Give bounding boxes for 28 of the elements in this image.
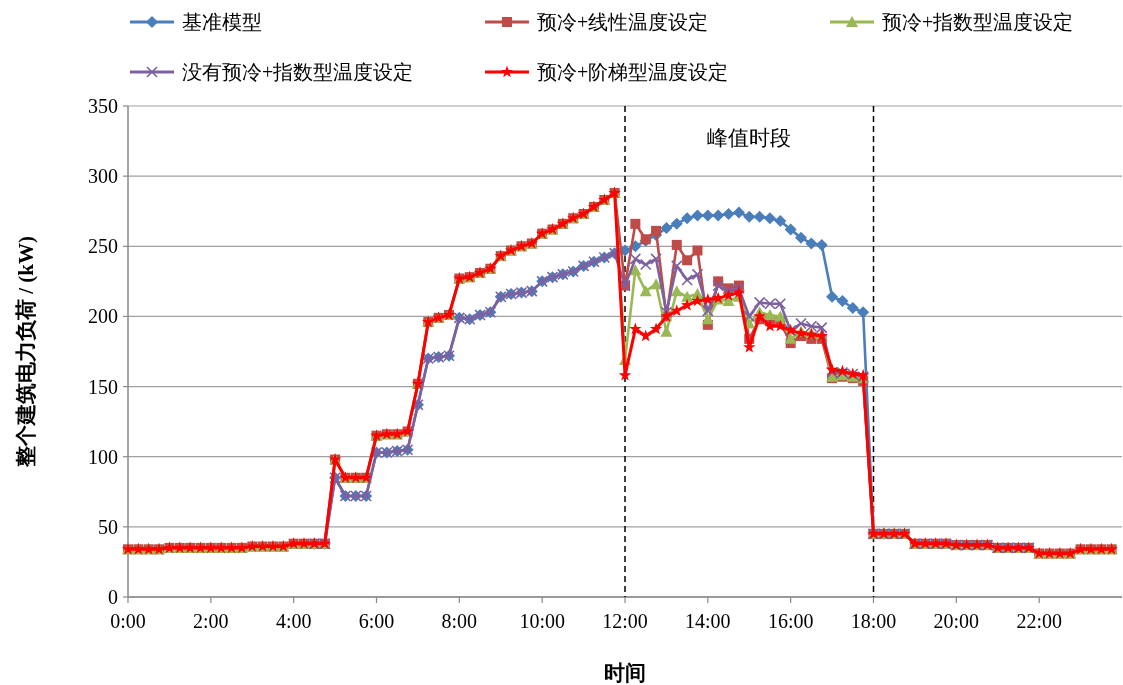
x-tick-label: 14:00	[685, 610, 731, 632]
legend-label: 基准模型	[182, 11, 262, 33]
annotation: 峰值时段	[707, 126, 792, 150]
y-tick-label: 200	[88, 305, 118, 328]
x-tick-label: 18:00	[850, 610, 897, 632]
x-tick-label: 8:00	[441, 610, 478, 632]
x-tick-label: 4:00	[275, 610, 312, 632]
x-tick-label: 0:00	[110, 610, 146, 632]
y-tick-label: 150	[88, 375, 118, 398]
y-tick-label: 50	[98, 515, 118, 538]
x-tick-label: 20:00	[933, 610, 980, 632]
x-axis-title: 时间	[604, 661, 646, 685]
x-tick-label: 10:00	[519, 610, 565, 632]
y-tick-label: 0	[108, 586, 118, 608]
x-tick-label: 2:00	[193, 610, 229, 632]
x-tick-label: 22:00	[1016, 610, 1062, 632]
x-tick-label: 12:00	[602, 610, 648, 632]
y-axis-title: 整个建筑电力负荷 / (kW)	[14, 235, 38, 468]
legend-label: 预冷+指数型温度设定	[882, 11, 1074, 33]
y-tick-label: 350	[88, 95, 118, 117]
legend-label: 预冷+阶梯型温度设定	[537, 61, 729, 83]
x-tick-label: 6:00	[358, 610, 395, 632]
legend-label: 预冷+线性温度设定	[537, 11, 709, 33]
y-tick-label: 300	[88, 165, 118, 188]
legend-label: 没有预冷+指数型温度设定	[182, 61, 414, 83]
y-tick-label: 250	[88, 235, 118, 258]
x-tick-label: 16:00	[767, 610, 814, 632]
y-tick-label: 100	[88, 445, 118, 468]
